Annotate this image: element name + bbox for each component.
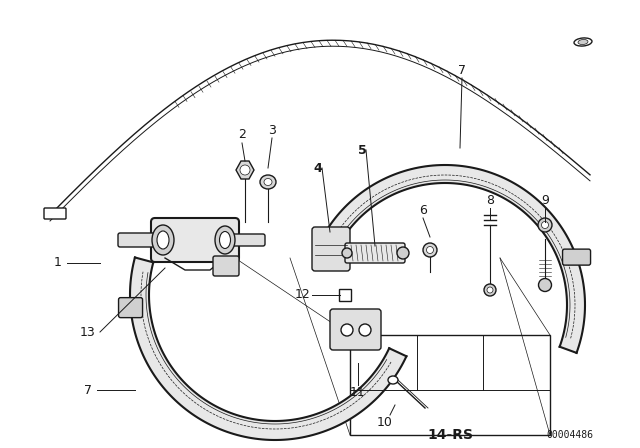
FancyBboxPatch shape	[213, 256, 239, 276]
FancyBboxPatch shape	[330, 309, 381, 350]
FancyBboxPatch shape	[231, 234, 265, 246]
Text: 10: 10	[377, 415, 393, 428]
Ellipse shape	[578, 39, 588, 44]
FancyBboxPatch shape	[118, 233, 160, 247]
Ellipse shape	[541, 221, 548, 228]
Text: 5: 5	[358, 143, 366, 156]
Ellipse shape	[342, 248, 352, 258]
FancyBboxPatch shape	[312, 227, 350, 271]
Ellipse shape	[359, 324, 371, 336]
Text: 9: 9	[541, 194, 549, 207]
Polygon shape	[314, 165, 585, 353]
Bar	[339, 289, 351, 301]
Text: 13: 13	[79, 326, 95, 339]
FancyBboxPatch shape	[44, 208, 66, 219]
Ellipse shape	[538, 279, 552, 292]
Ellipse shape	[260, 175, 276, 189]
Text: 1: 1	[54, 257, 62, 270]
Text: 8: 8	[486, 194, 494, 207]
Text: 3: 3	[268, 124, 276, 137]
Ellipse shape	[538, 218, 552, 232]
FancyBboxPatch shape	[563, 249, 591, 265]
Text: 11: 11	[350, 387, 366, 400]
Polygon shape	[130, 258, 406, 440]
Ellipse shape	[220, 232, 230, 249]
Bar	[350, 335, 550, 435]
FancyBboxPatch shape	[345, 243, 405, 263]
Text: 2: 2	[238, 129, 246, 142]
Ellipse shape	[152, 225, 174, 255]
Text: 14-RS: 14-RS	[427, 428, 473, 442]
Ellipse shape	[240, 165, 250, 175]
Ellipse shape	[397, 247, 409, 259]
FancyBboxPatch shape	[151, 218, 239, 262]
Text: 00004486: 00004486	[547, 430, 593, 440]
Text: 7: 7	[458, 64, 466, 77]
Ellipse shape	[484, 284, 496, 296]
Text: 6: 6	[419, 203, 427, 216]
Ellipse shape	[487, 287, 493, 293]
Ellipse shape	[388, 376, 398, 384]
Ellipse shape	[157, 231, 169, 249]
Ellipse shape	[574, 38, 592, 46]
Text: 4: 4	[314, 161, 323, 175]
Polygon shape	[236, 161, 254, 179]
Ellipse shape	[423, 243, 437, 257]
Ellipse shape	[341, 324, 353, 336]
Text: 12: 12	[294, 289, 310, 302]
Ellipse shape	[215, 226, 235, 254]
FancyBboxPatch shape	[118, 297, 143, 318]
Ellipse shape	[426, 246, 433, 254]
Text: 7: 7	[84, 383, 92, 396]
Ellipse shape	[264, 178, 272, 185]
